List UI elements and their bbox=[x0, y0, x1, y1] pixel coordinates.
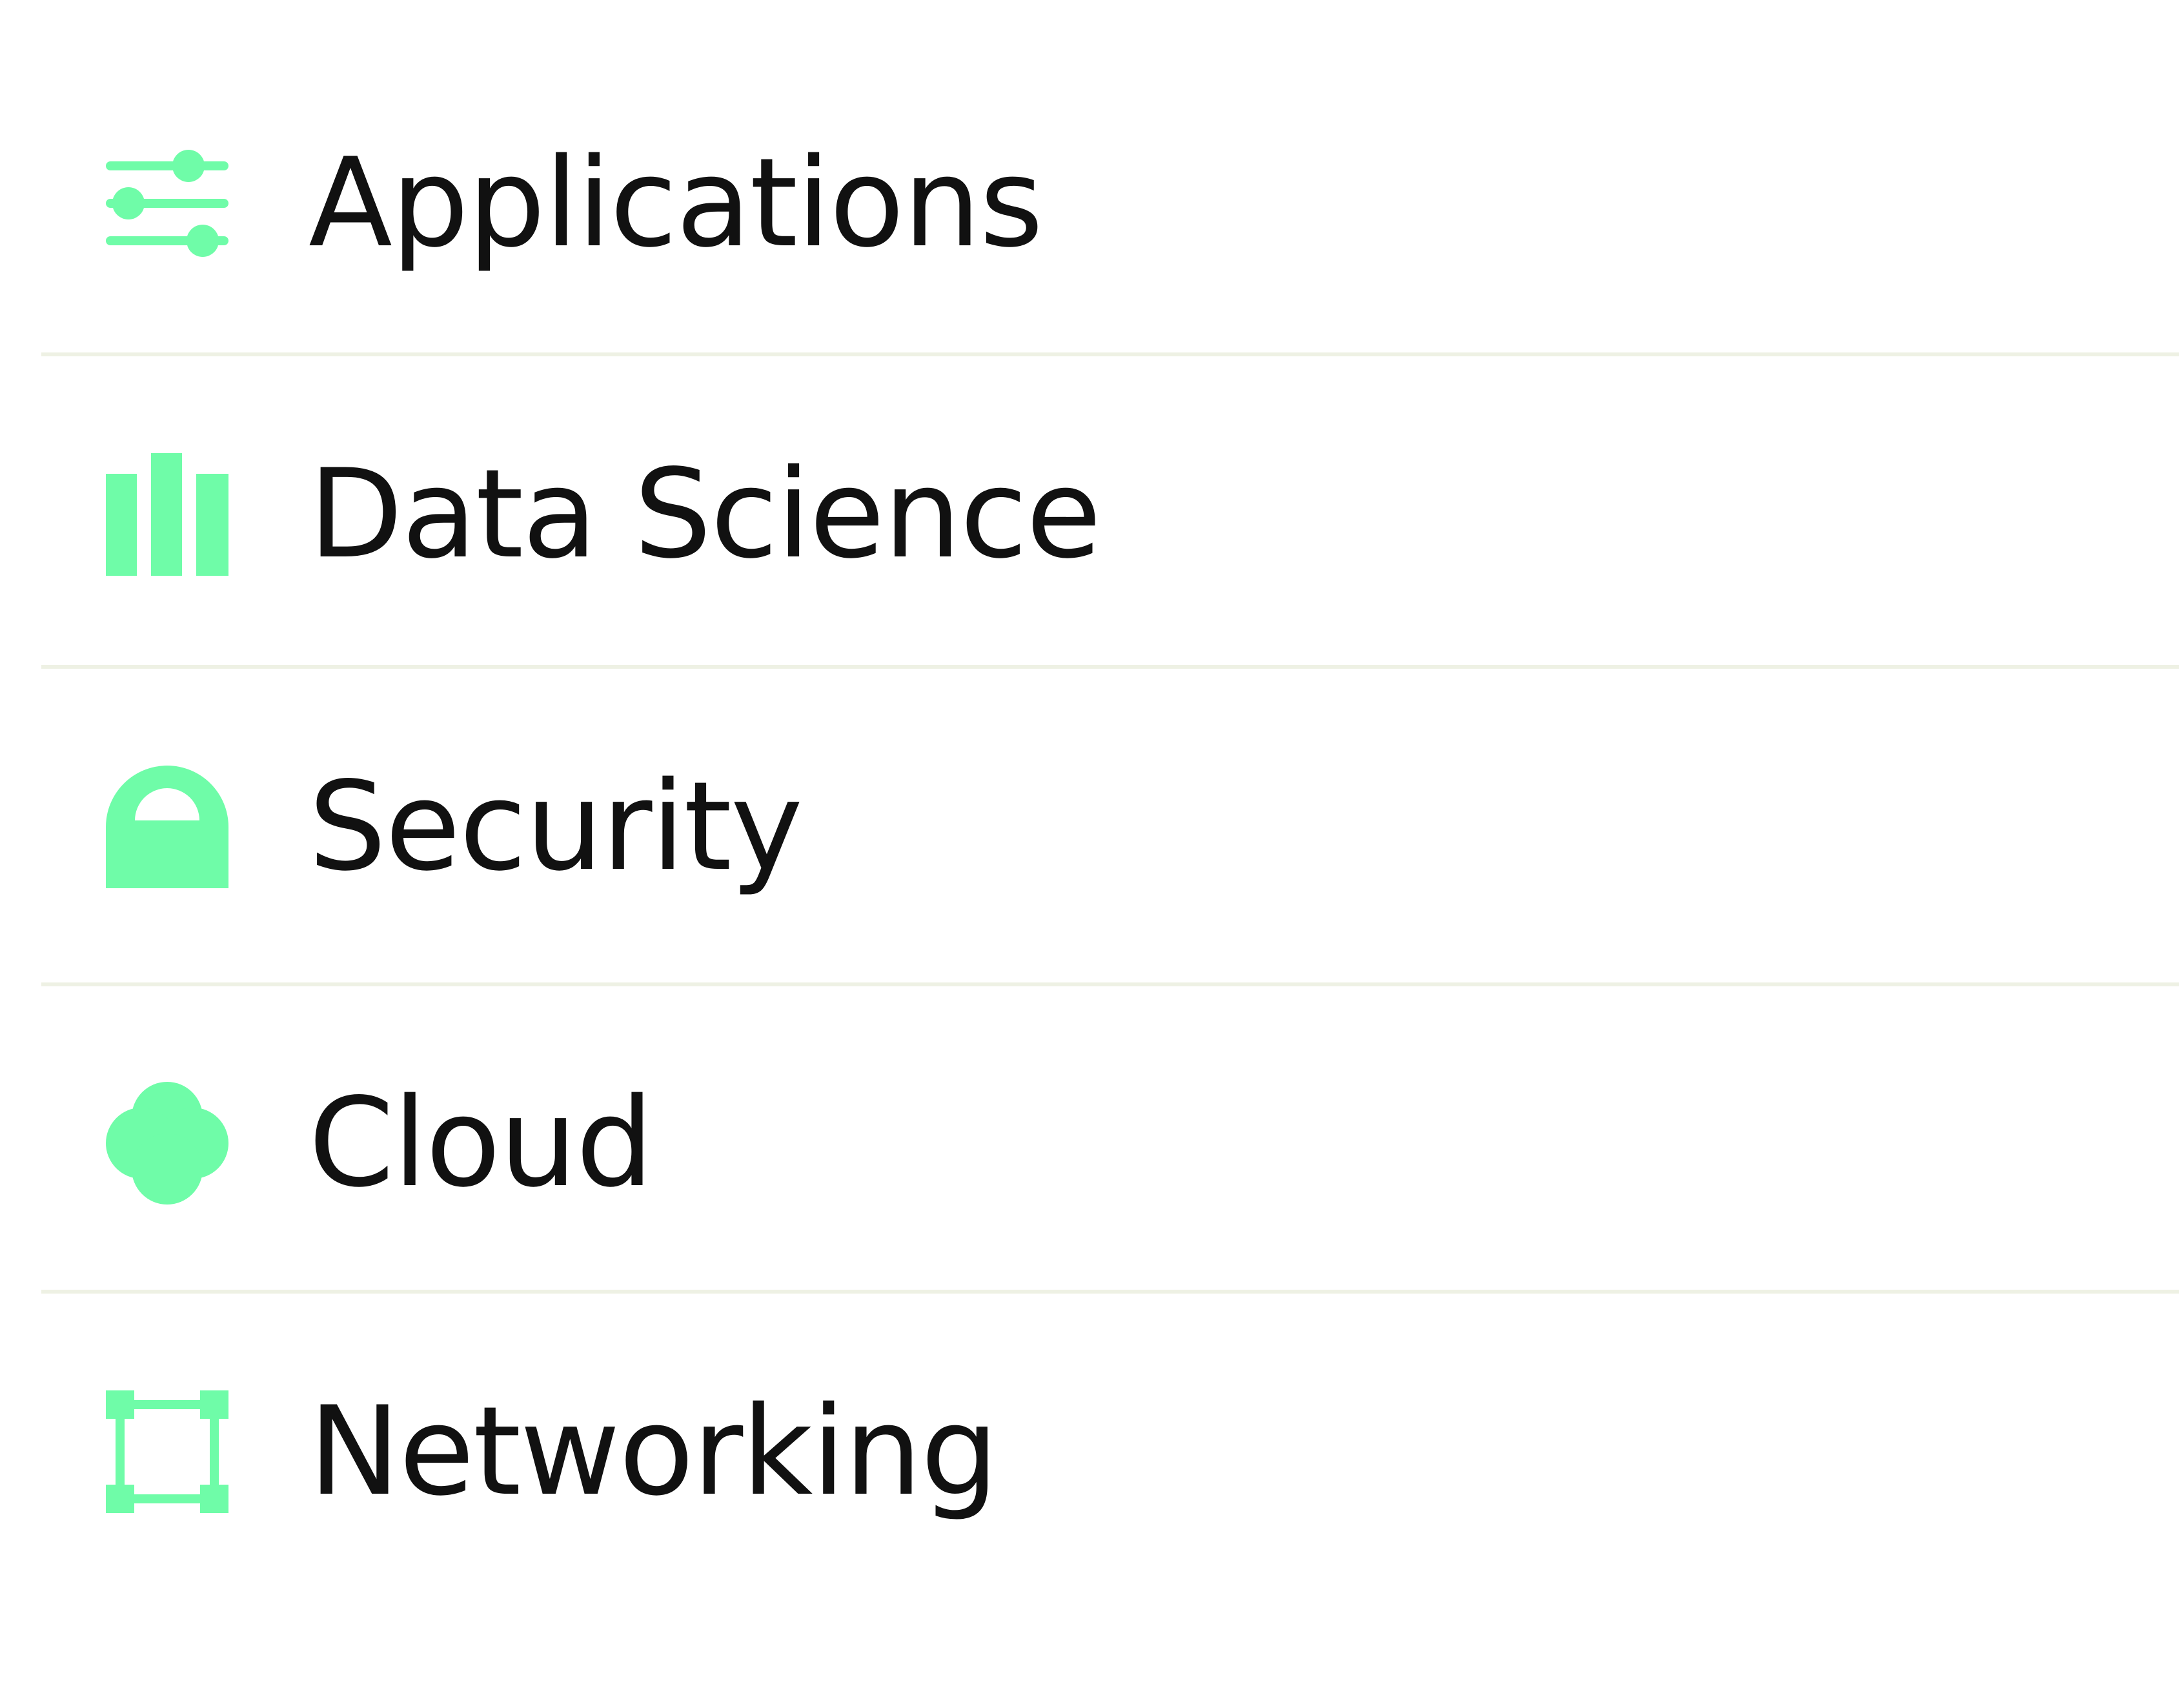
menu-item-data-science[interactable]: Data Science bbox=[41, 453, 2179, 576]
menu-item-label: Cloud bbox=[309, 1072, 654, 1214]
lock-icon bbox=[106, 766, 228, 888]
menu-item-cloud[interactable]: Cloud bbox=[41, 1082, 2179, 1205]
cloud-icon bbox=[106, 1082, 228, 1205]
bar-chart-icon bbox=[106, 453, 228, 576]
menu-item-label: Networking bbox=[309, 1380, 998, 1523]
divider bbox=[41, 982, 2179, 986]
menu-item-label: Security bbox=[309, 755, 803, 898]
divider bbox=[41, 352, 2179, 356]
menu-item-label: Applications bbox=[309, 132, 1044, 274]
menu-item-label: Data Science bbox=[309, 443, 1102, 585]
sliders-icon bbox=[106, 142, 228, 265]
divider bbox=[41, 1290, 2179, 1294]
divider bbox=[41, 665, 2179, 669]
menu-item-applications[interactable]: Applications bbox=[41, 142, 2179, 265]
menu-item-security[interactable]: Security bbox=[41, 766, 2179, 888]
network-icon bbox=[106, 1390, 228, 1513]
menu-item-networking[interactable]: Networking bbox=[41, 1390, 2179, 1513]
